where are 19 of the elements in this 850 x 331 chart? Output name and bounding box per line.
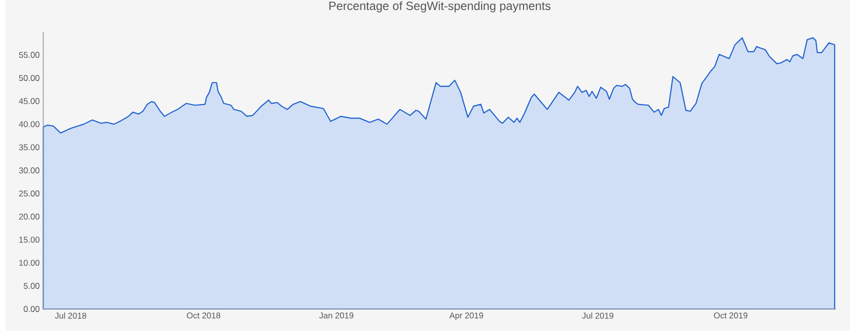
x-tick-label: Oct 2019 <box>714 312 748 319</box>
x-tick-label: Jul 2019 <box>582 312 614 319</box>
x-tick-label: Jul 2018 <box>54 312 86 319</box>
y-tick-label: 5.00 <box>24 282 40 289</box>
y-tick-label: 35.00 <box>19 144 40 150</box>
y-tick-label: 15.00 <box>19 236 40 243</box>
y-tick-label: 55.00 <box>19 52 40 58</box>
x-tick-label: Oct 2018 <box>186 312 220 319</box>
y-tick-label: 25.00 <box>19 190 40 197</box>
y-tick-label: 10.00 <box>19 260 40 266</box>
y-tick-label: 0.00 <box>24 306 40 312</box>
y-tick-label: 40.00 <box>18 121 40 128</box>
y-tick-label: 50.00 <box>19 75 40 82</box>
chart-title: Percentage of SegWit-spending payments <box>329 1 550 13</box>
y-tick-label: 20.00 <box>19 214 40 220</box>
y-tick-label: 45.00 <box>18 98 40 104</box>
x-tick-label: Apr 2019 <box>449 312 484 320</box>
x-tick-label: Jan 2019 <box>319 312 354 319</box>
y-tick-label: 30.00 <box>19 167 40 174</box>
